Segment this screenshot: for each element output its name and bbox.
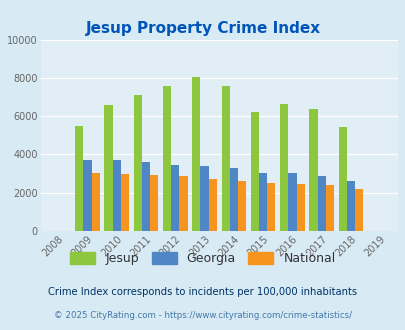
Bar	[325, 185, 333, 231]
Text: Jesup Property Crime Index: Jesup Property Crime Index	[85, 21, 320, 36]
Bar	[279, 104, 288, 231]
Bar	[112, 160, 121, 231]
Bar	[133, 95, 142, 231]
Bar	[288, 173, 296, 231]
Bar	[354, 189, 362, 231]
Bar	[92, 173, 100, 231]
Bar	[104, 105, 112, 231]
Legend: Jesup, Georgia, National: Jesup, Georgia, National	[70, 252, 335, 265]
Text: © 2025 CityRating.com - https://www.cityrating.com/crime-statistics/: © 2025 CityRating.com - https://www.city…	[54, 311, 351, 320]
Text: Crime Index corresponds to incidents per 100,000 inhabitants: Crime Index corresponds to incidents per…	[48, 287, 357, 297]
Bar	[192, 77, 200, 231]
Bar	[317, 177, 325, 231]
Bar	[75, 126, 83, 231]
Bar	[179, 176, 187, 231]
Bar	[171, 165, 179, 231]
Bar	[83, 160, 92, 231]
Bar	[121, 174, 129, 231]
Bar	[309, 109, 317, 231]
Bar	[208, 179, 216, 231]
Bar	[258, 173, 266, 231]
Bar	[150, 176, 158, 231]
Bar	[237, 181, 245, 231]
Bar	[142, 162, 150, 231]
Bar	[200, 166, 208, 231]
Bar	[296, 184, 304, 231]
Bar	[163, 86, 171, 231]
Bar	[338, 127, 346, 231]
Bar	[221, 85, 229, 231]
Bar	[266, 183, 275, 231]
Bar	[250, 112, 258, 231]
Bar	[346, 181, 354, 231]
Bar	[229, 168, 237, 231]
